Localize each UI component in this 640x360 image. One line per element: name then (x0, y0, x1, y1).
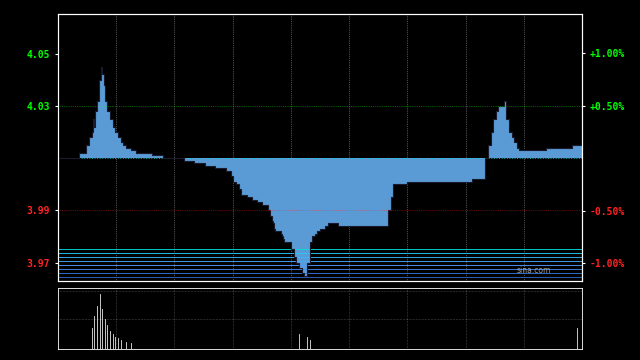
Text: sina.com: sina.com (517, 266, 551, 275)
